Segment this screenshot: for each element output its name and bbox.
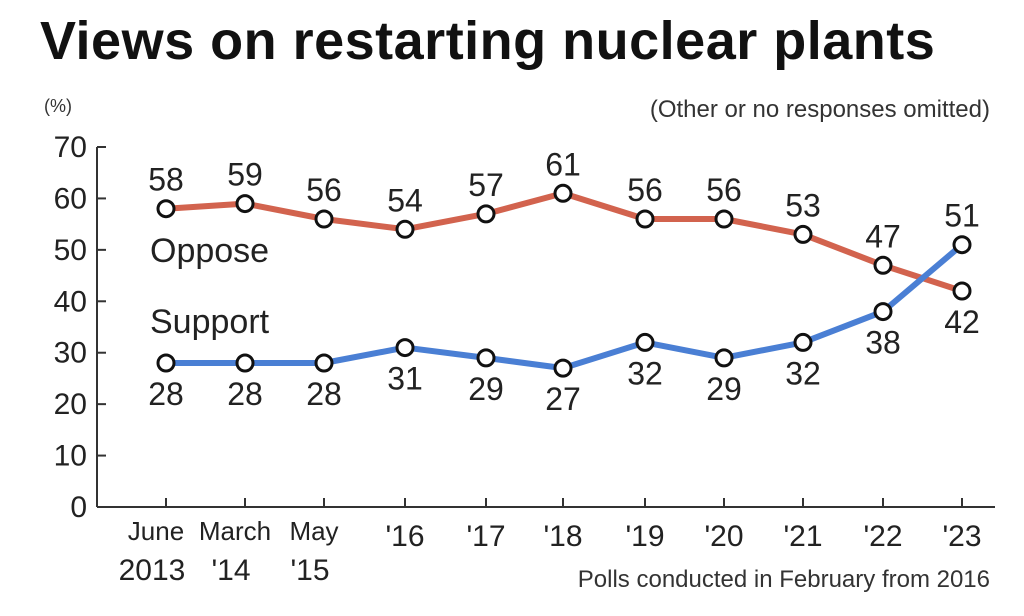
support-data-label: 32 — [627, 355, 663, 391]
x-tick-label: '22 — [863, 520, 902, 553]
oppose-series-label: Oppose — [150, 232, 269, 270]
chart-footnote: Polls conducted in February from 2016 — [577, 566, 990, 593]
y-tick-label: 10 — [54, 440, 87, 473]
support-data-label: 38 — [865, 325, 901, 361]
x-tick-label: March — [199, 516, 271, 546]
support-data-label: 51 — [944, 198, 980, 234]
oppose-data-label: 47 — [865, 218, 901, 254]
chart-subtitle: (Other or no responses omitted) — [649, 96, 990, 123]
oppose-point — [793, 224, 813, 244]
support-point — [395, 338, 415, 358]
y-axis-unit: (%) — [44, 96, 72, 116]
support-data-label: 32 — [785, 355, 821, 391]
oppose-point — [235, 194, 255, 214]
support-point — [793, 332, 813, 352]
y-tick-label: 40 — [54, 285, 87, 318]
x-tick-label: '16 — [385, 520, 424, 553]
oppose-point — [314, 209, 334, 229]
y-tick-label: 60 — [54, 182, 87, 215]
support-point — [635, 332, 655, 352]
oppose-line — [165, 190, 963, 294]
oppose-data-label: 54 — [387, 182, 423, 218]
support-data-label: 28 — [306, 376, 342, 412]
x-tick-label: June — [128, 516, 184, 546]
oppose-data-label: 58 — [148, 162, 184, 198]
support-point — [314, 353, 334, 373]
oppose-point — [635, 209, 655, 229]
oppose-data-label: 56 — [627, 172, 663, 208]
support-point — [873, 302, 893, 322]
support-point — [235, 353, 255, 373]
oppose-data-label: 56 — [706, 172, 742, 208]
x-tick-label: '23 — [942, 520, 981, 553]
oppose-point — [156, 199, 176, 219]
x-tick-label-line2: '15 — [290, 554, 329, 587]
x-tick-label: '20 — [704, 520, 743, 553]
oppose-point — [714, 209, 734, 229]
x-tick-label-line2: '14 — [211, 554, 250, 587]
support-point — [714, 348, 734, 368]
oppose-point — [553, 183, 573, 203]
support-data-label: 28 — [148, 376, 184, 412]
oppose-point — [476, 204, 496, 224]
x-tick-label: '18 — [543, 520, 582, 553]
support-data-label: 28 — [227, 376, 263, 412]
chart-title: Views on restarting nuclear plants — [40, 11, 936, 71]
oppose-point — [952, 281, 972, 301]
x-tick-label: May — [289, 516, 338, 546]
oppose-data-label: 42 — [944, 304, 980, 340]
oppose-point — [395, 219, 415, 239]
y-tick-label: 50 — [54, 234, 87, 267]
y-tick-label: 30 — [54, 337, 87, 370]
x-tick-label: '21 — [783, 520, 822, 553]
support-data-label: 29 — [706, 371, 742, 407]
support-data-label: 31 — [387, 361, 423, 397]
x-tick-label: '19 — [625, 520, 664, 553]
oppose-data-label: 53 — [785, 187, 821, 223]
oppose-data-label: 61 — [545, 146, 581, 182]
oppose-data-label: 59 — [227, 157, 263, 193]
support-point — [156, 353, 176, 373]
support-data-label: 27 — [545, 381, 581, 417]
oppose-data-label: 57 — [468, 167, 504, 203]
oppose-point — [873, 255, 893, 275]
x-tick-label: '17 — [466, 520, 505, 553]
support-data-label: 29 — [468, 371, 504, 407]
support-point — [553, 358, 573, 378]
support-point — [952, 235, 972, 255]
support-line — [166, 242, 964, 372]
oppose-data-label: 56 — [306, 172, 342, 208]
y-tick-label: 70 — [54, 131, 87, 164]
support-series-label: Support — [150, 303, 270, 341]
y-tick-label: 20 — [54, 388, 87, 421]
y-tick-label: 0 — [70, 491, 87, 524]
x-tick-label-line2: 2013 — [119, 554, 186, 587]
support-point — [476, 348, 496, 368]
